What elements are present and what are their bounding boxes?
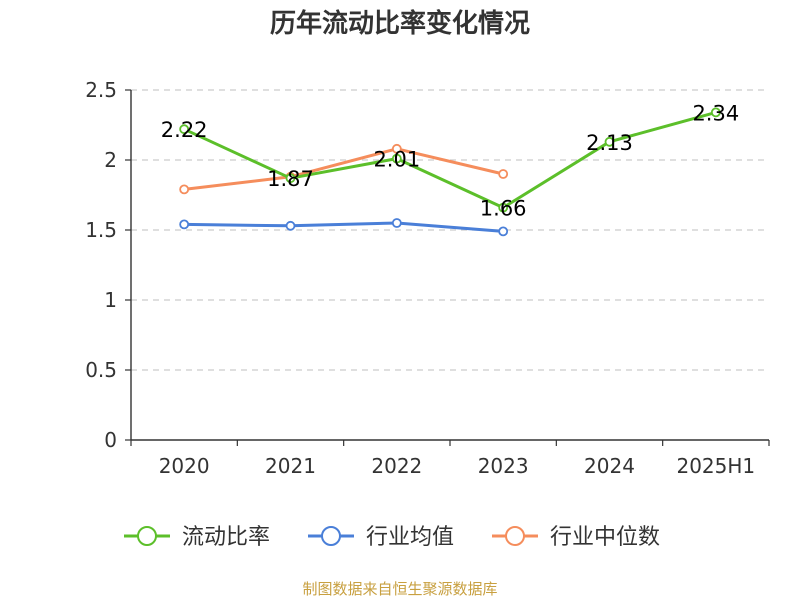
series-line	[184, 221, 504, 233]
x-tick-label: 2020	[159, 454, 210, 478]
data-label: 2.34	[692, 101, 739, 125]
grid-lines	[131, 89, 769, 371]
legend-item[interactable]: 流动比率	[124, 525, 270, 550]
data-label: 2.13	[586, 131, 633, 155]
data-label: 2.01	[373, 148, 420, 172]
data-point[interactable]	[285, 173, 296, 184]
series-line	[183, 110, 717, 210]
y-tick-label: 2	[104, 148, 117, 172]
chart-title: 历年流动比率变化情况	[270, 8, 530, 39]
y-tick-label: 0.5	[85, 358, 117, 382]
data-point[interactable]	[710, 107, 721, 118]
data-point[interactable]	[498, 226, 509, 237]
y-tick-label: 1	[104, 288, 117, 312]
data-point[interactable]	[391, 153, 402, 164]
axes: 0 0.5 1 1.5 2 2.5 2020 2021 2022 2023 2024 2025H1	[85, 78, 770, 478]
legend-item[interactable]: 行业中位数	[492, 525, 660, 550]
legend-marker-icon	[505, 526, 525, 546]
legend-marker-icon	[137, 526, 157, 546]
x-tick-label: 2022	[371, 454, 422, 478]
data-point[interactable]	[179, 184, 190, 195]
y-tick-label: 1.5	[85, 218, 117, 242]
source-note: 制图数据来自恒生聚源数据库	[302, 580, 497, 598]
legend-label: 行业中位数	[550, 525, 660, 550]
series-lines	[179, 107, 721, 237]
data-point[interactable]	[604, 136, 615, 147]
data-point[interactable]	[498, 169, 509, 179]
legend-item[interactable]: 行业均值	[308, 525, 454, 550]
legend-marker-icon	[321, 526, 341, 546]
data-labels: 2.22 1.87 2.01 1.66 2.13 2.34	[161, 101, 739, 220]
legend-label: 行业均值	[366, 525, 454, 550]
x-tick-label: 2021	[265, 454, 316, 478]
data-point[interactable]	[391, 143, 402, 154]
data-label: 2.22	[161, 118, 208, 142]
data-point[interactable]	[391, 218, 402, 228]
y-tick-label: 2.5	[85, 78, 117, 102]
legend[interactable]: 流动比率 行业均值 行业中位数	[124, 525, 660, 550]
data-label: 1.66	[480, 197, 527, 221]
x-tick-label: 2024	[584, 454, 635, 478]
x-tick-label: 2025H1	[676, 454, 755, 478]
data-point[interactable]	[285, 220, 296, 231]
data-label: 1.87	[267, 167, 314, 191]
data-point[interactable]	[179, 124, 190, 135]
x-tick-label: 2023	[478, 454, 529, 478]
legend-label: 流动比率	[182, 525, 270, 550]
y-tick-label: 0	[104, 428, 117, 452]
series-line	[183, 147, 504, 191]
data-point[interactable]	[179, 219, 190, 230]
data-point[interactable]	[498, 202, 509, 213]
